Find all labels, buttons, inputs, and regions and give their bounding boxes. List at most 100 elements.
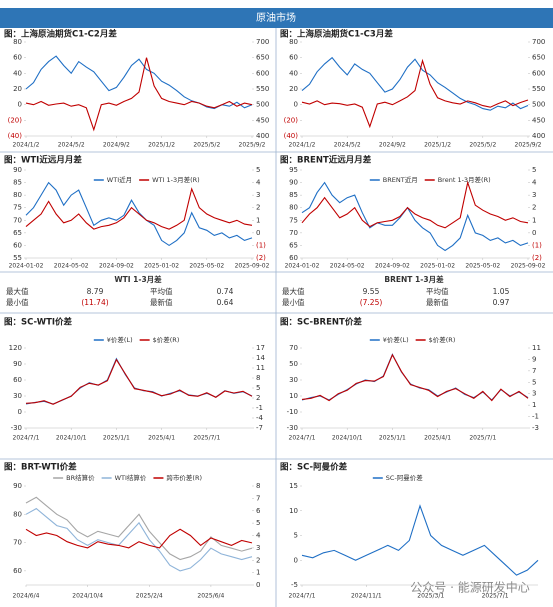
chart-title: 图：BRT-WTI价差 [4, 462, 77, 473]
series-line [301, 180, 529, 229]
x-tick-label: 2024/11/1 [351, 593, 382, 600]
y-tick-label: 0 [294, 556, 298, 564]
table-cell: 最小值 [282, 297, 305, 307]
y-tick-label: 8 [256, 374, 260, 382]
series-line [301, 504, 539, 576]
chart-title: 图：上海原油期货C1-C3月差 [280, 29, 393, 40]
y-tick-label: 0 [294, 101, 298, 109]
chart-title: 图：SC-BRENT价差 [280, 317, 362, 328]
y-tick-label: 600 [256, 69, 269, 77]
chart-title: 图：上海原油期货C1-C2月差 [4, 29, 117, 40]
series-line [301, 58, 529, 129]
x-tick-label: 2024/7/1 [289, 593, 316, 600]
y-tick-label: 5 [532, 166, 536, 174]
table-cell: 最大值 [282, 286, 305, 296]
x-tick-label: 2024/7/1 [13, 435, 40, 442]
y-tick-label: 80 [13, 191, 22, 199]
y-tick-label: 3 [256, 544, 260, 552]
y-tick-label: 2 [256, 394, 260, 402]
y-tick-label: 60 [13, 241, 22, 249]
x-tick-label: 2024/5/2 [334, 142, 361, 149]
y-tick-label: 3 [532, 191, 536, 199]
y-tick-label: 90 [13, 166, 22, 174]
y-tick-label: 40 [13, 69, 22, 77]
x-tick-label: 2025/5/2 [193, 142, 220, 149]
y-tick-label: 1 [256, 216, 260, 224]
y-tick-label: 20 [13, 85, 22, 93]
legend-label: ¥价差(L) [107, 335, 133, 344]
series-line [25, 496, 253, 561]
x-tick-label: 2024/6/4 [13, 593, 40, 600]
x-tick-label: 2025/9/2 [515, 142, 542, 149]
table-cell: (11.74) [81, 298, 108, 307]
y-tick-label: 50 [289, 360, 298, 368]
y-tick-label: 4 [256, 532, 261, 540]
chart-title: 图：SC-WTI价差 [4, 317, 73, 328]
watermark: 公众号 · 能源研发中心 [410, 580, 529, 595]
x-tick-label: 2025/7/1 [482, 593, 509, 600]
y-tick-label: 1 [532, 216, 536, 224]
x-tick-label: 2025-01-02 [144, 263, 179, 270]
y-tick-label: 400 [256, 132, 269, 140]
y-tick-label: 80 [289, 204, 298, 212]
y-tick-label: (1) [256, 241, 266, 249]
y-tick-label: (40) [284, 132, 299, 140]
y-tick-label: 80 [13, 510, 22, 518]
y-tick-label: 90 [13, 360, 22, 368]
y-tick-label: 6 [256, 507, 261, 515]
series-line [25, 187, 253, 230]
y-tick-label: 75 [289, 216, 298, 224]
series-line [25, 57, 253, 132]
y-tick-label: 450 [532, 116, 545, 124]
y-tick-label: 60 [13, 376, 22, 384]
y-tick-label: 550 [532, 85, 545, 93]
series-line [301, 56, 529, 111]
y-tick-label: 60 [13, 567, 22, 575]
y-tick-label: -30 [287, 424, 298, 432]
y-tick-label: 60 [289, 254, 298, 262]
y-tick-label: -30 [11, 424, 22, 432]
series-line [25, 507, 253, 572]
x-tick-label: 2025/5/2 [469, 142, 496, 149]
x-tick-label: 2024-01-02 [9, 263, 44, 270]
legend-label: WTI 1-3月差(R) [152, 175, 200, 184]
table-cell: 1.05 [493, 287, 510, 296]
x-tick-label: 2024/10/1 [332, 435, 363, 442]
y-tick-label: 80 [289, 38, 298, 46]
x-tick-label: 2025-01-02 [420, 263, 455, 270]
x-tick-label: 2025/9/2 [239, 142, 266, 149]
y-tick-label: 650 [256, 54, 269, 62]
series-line [25, 55, 253, 110]
y-tick-label: 10 [289, 507, 298, 515]
x-tick-label: 2025/4/1 [148, 435, 175, 442]
y-tick-label: 400 [532, 132, 545, 140]
y-tick-label: 11 [532, 344, 541, 352]
table-cell: 最大值 [6, 286, 29, 296]
y-tick-label: 1 [256, 569, 260, 577]
x-tick-label: 2025/7/1 [193, 435, 220, 442]
y-tick-label: 20 [289, 85, 298, 93]
legend-label: 跨市价差(R) [166, 473, 202, 482]
y-tick-label: 3 [256, 191, 260, 199]
y-tick-label: 85 [13, 179, 22, 187]
y-tick-label: 3 [532, 390, 536, 398]
x-tick-label: 2025/1/1 [379, 435, 406, 442]
table-cell: 平均值 [426, 286, 449, 296]
y-tick-label: 7 [532, 367, 536, 375]
legend-label: ¥价差(L) [383, 335, 409, 344]
x-tick-label: 2024/5/2 [58, 142, 85, 149]
y-tick-label: 550 [256, 85, 269, 93]
y-tick-label: (1) [532, 241, 542, 249]
table-cell: 0.74 [217, 287, 234, 296]
y-tick-label: 600 [532, 69, 545, 77]
y-tick-label: 40 [289, 69, 298, 77]
y-tick-label: 90 [289, 179, 298, 187]
x-tick-label: 2025-09-02 [235, 263, 270, 270]
y-tick-label: 7 [256, 494, 260, 502]
x-tick-label: 2024-05-02 [330, 263, 365, 270]
y-tick-label: 90 [13, 482, 22, 490]
y-tick-label: 4 [256, 179, 261, 187]
series-line [25, 357, 253, 405]
y-tick-label: 500 [532, 101, 545, 109]
